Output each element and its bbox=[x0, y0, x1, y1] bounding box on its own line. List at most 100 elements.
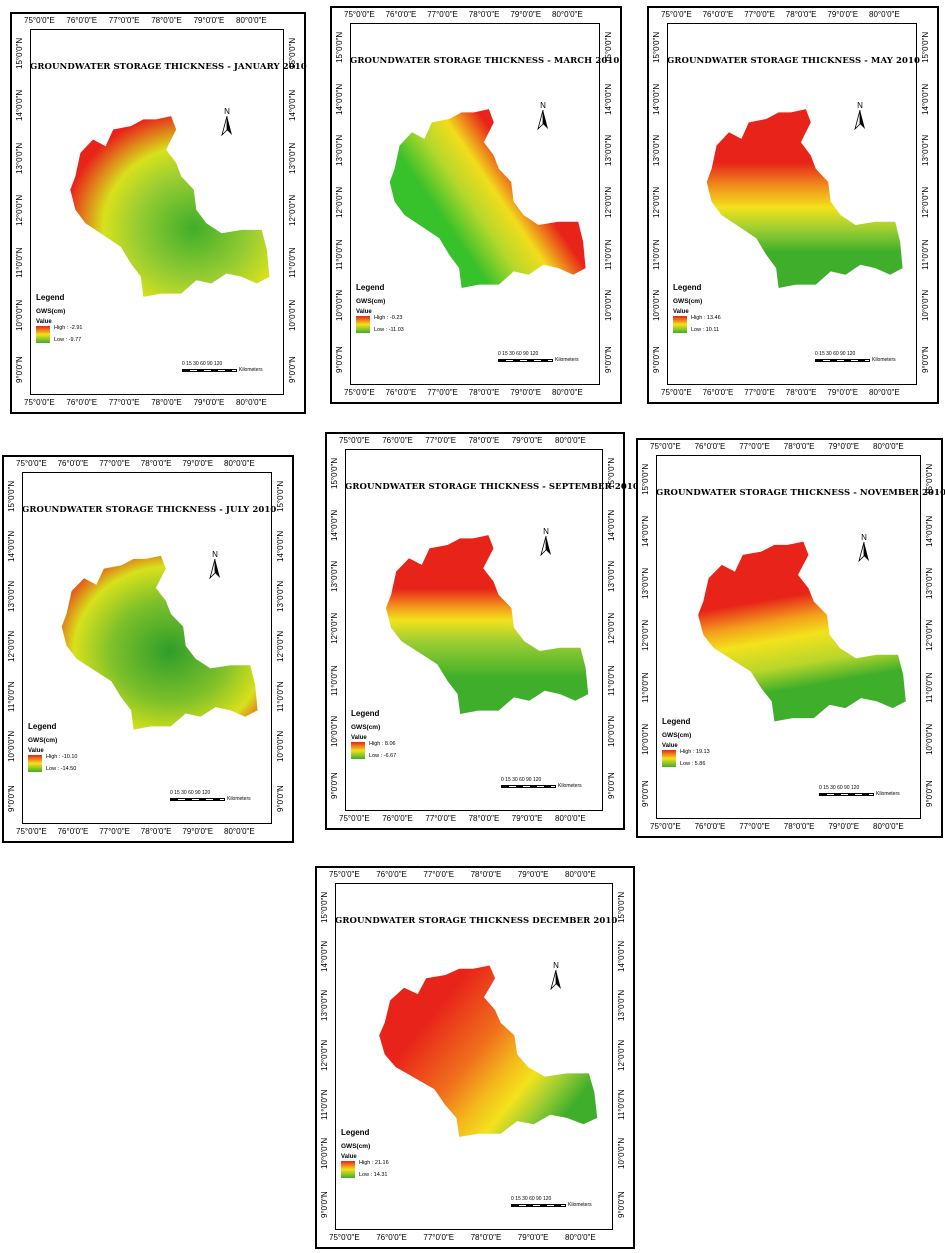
gws-thickness-surface bbox=[706, 109, 903, 288]
latitude-label: 13°0'0"N bbox=[921, 135, 930, 167]
latitude-label: 12°0'0"N bbox=[15, 194, 24, 226]
scale-bar: 0 15 30 60 90 120 Kilometers bbox=[501, 777, 582, 789]
latitude-label: 10°0'0"N bbox=[604, 290, 613, 322]
scale-bar-graphic bbox=[501, 785, 556, 788]
latitude-label: 11°0'0"N bbox=[288, 247, 297, 279]
latitude-label: 10°0'0"N bbox=[921, 290, 930, 322]
latitude-label: 11°0'0"N bbox=[335, 239, 344, 270]
latitude-label: 13°0'0"N bbox=[925, 567, 934, 599]
longitude-label: 79°0'0"E bbox=[511, 436, 543, 445]
scale-bar: 0 15 30 60 90 120 Kilometers bbox=[819, 785, 900, 797]
map-legend: Legend GWS(cm) Value High : 13.46 Low : 10.1… bbox=[673, 283, 721, 333]
longitude-label: 77°0'0"E bbox=[425, 436, 457, 445]
longitude-label: 78°0'0"E bbox=[783, 822, 815, 831]
latitude-label: 13°0'0"N bbox=[15, 142, 24, 174]
latitude-label: 9°0'0"N bbox=[320, 1191, 329, 1218]
longitude-label: 79°0'0"E bbox=[511, 814, 543, 823]
latitude-label: 14°0'0"N bbox=[604, 83, 613, 115]
longitude-label: 79°0'0"E bbox=[193, 16, 225, 25]
longitude-label: 78°0'0"E bbox=[470, 870, 502, 879]
map-title: GROUNDWATER STORAGE THICKNESS - NOVEMBER… bbox=[656, 488, 945, 498]
latitude-label: 12°0'0"N bbox=[330, 612, 339, 644]
latitude-label: 9°0'0"N bbox=[641, 780, 650, 807]
scale-bar: 0 15 30 60 90 120 Kilometers bbox=[498, 351, 579, 363]
latitude-label: 9°0'0"N bbox=[276, 785, 285, 812]
latitude-label: 15°0'0"N bbox=[617, 891, 626, 923]
latitude-label: 12°0'0"N bbox=[607, 612, 616, 644]
north-label: N bbox=[540, 101, 546, 110]
legend-unit: GWS(cm) bbox=[351, 724, 381, 731]
latitude-label: 12°0'0"N bbox=[604, 186, 613, 218]
longitude-label: 78°0'0"E bbox=[151, 16, 182, 25]
north-arrow-icon: N bbox=[208, 550, 222, 579]
legend-unit: GWS(cm) bbox=[28, 737, 58, 744]
longitude-label: 80°0'0"E bbox=[873, 442, 904, 451]
north-arrow-icon: N bbox=[536, 101, 550, 130]
latitude-label: 13°0'0"N bbox=[276, 580, 285, 612]
latitude-label: 12°0'0"N bbox=[641, 619, 650, 651]
longitude-label: 80°0'0"E bbox=[565, 1233, 596, 1242]
latitude-label: 10°0'0"N bbox=[15, 299, 24, 331]
latitude-label: 15°0'0"N bbox=[320, 891, 329, 923]
map-legend: Legend GWS(cm) Value High : 19.13 Low : 5.86 bbox=[662, 717, 710, 767]
map-title: GROUNDWATER STORAGE THICKNESS - MAY 2010 bbox=[667, 56, 920, 66]
latitude-label: 10°0'0"N bbox=[288, 299, 297, 331]
latitude-label: 11°0'0"N bbox=[15, 247, 24, 279]
study-area-region bbox=[706, 109, 903, 288]
latitude-label: 9°0'0"N bbox=[604, 346, 613, 373]
longitude-label: 80°0'0"E bbox=[555, 436, 586, 445]
longitude-label: 79°0'0"E bbox=[828, 822, 860, 831]
longitude-label: 78°0'0"E bbox=[140, 459, 172, 468]
latitude-label: 13°0'0"N bbox=[652, 135, 661, 167]
latitude-label: 9°0'0"N bbox=[617, 1191, 626, 1218]
scale-bar-graphic bbox=[815, 359, 870, 362]
latitude-label: 13°0'0"N bbox=[617, 990, 626, 1022]
longitude-label: 77°0'0"E bbox=[423, 1233, 455, 1242]
legend-color-ramp bbox=[662, 750, 676, 767]
longitude-label: 77°0'0"E bbox=[108, 398, 140, 407]
legend-high: High : 13.46 bbox=[691, 315, 721, 321]
scale-unit: Kilometers bbox=[555, 357, 579, 363]
north-arrow-icon: N bbox=[853, 101, 867, 130]
gws-thickness-surface bbox=[389, 109, 586, 288]
longitude-label: 76°0'0"E bbox=[694, 822, 726, 831]
map-panel-december: 75°0'0"E 75°0'0"E 76°0'0"E 76°0'0"E 77°0'0"E… bbox=[315, 866, 635, 1249]
scale-bar-graphic bbox=[182, 369, 237, 372]
legend-low: Low : 5.86 bbox=[680, 761, 706, 767]
longitude-label: 80°0'0"E bbox=[869, 388, 900, 397]
scale-bar-graphic bbox=[170, 798, 225, 801]
latitude-label: 10°0'0"N bbox=[652, 290, 661, 322]
longitude-label: 79°0'0"E bbox=[517, 1233, 549, 1242]
latitude-label: 14°0'0"N bbox=[7, 530, 16, 562]
latitude-label: 12°0'0"N bbox=[617, 1039, 626, 1071]
longitude-label: 76°0'0"E bbox=[702, 388, 734, 397]
longitude-label: 78°0'0"E bbox=[468, 388, 500, 397]
study-area-region bbox=[70, 116, 270, 297]
longitude-label: 76°0'0"E bbox=[66, 16, 98, 25]
longitude-label: 79°0'0"E bbox=[510, 388, 542, 397]
longitude-label: 75°0'0"E bbox=[339, 814, 370, 823]
gws-thickness-surface bbox=[70, 116, 270, 297]
longitude-label: 76°0'0"E bbox=[376, 870, 407, 879]
latitude-label: 9°0'0"N bbox=[921, 346, 930, 373]
longitude-label: 76°0'0"E bbox=[694, 442, 726, 451]
scale-ticks: 0 15 30 60 90 120 bbox=[815, 351, 856, 357]
longitude-label: 78°0'0"E bbox=[470, 1233, 502, 1242]
longitude-label: 77°0'0"E bbox=[99, 827, 130, 836]
study-area-region bbox=[698, 541, 906, 722]
map-panel-september: 75°0'0"E 75°0'0"E 76°0'0"E 76°0'0"E 77°0'0"E… bbox=[325, 432, 639, 830]
legend-color-ramp bbox=[36, 326, 50, 343]
legend-unit: GWS(cm) bbox=[341, 1143, 371, 1150]
longitude-label: 79°0'0"E bbox=[182, 459, 214, 468]
longitude-label: 75°0'0"E bbox=[329, 870, 360, 879]
legend-value-label: Value bbox=[673, 309, 689, 315]
latitude-label: 14°0'0"N bbox=[15, 90, 24, 122]
map-title: GROUNDWATER STORAGE THICKNESS - JULY 201… bbox=[22, 505, 277, 515]
latitude-label: 12°0'0"N bbox=[7, 630, 16, 662]
longitude-label: 75°0'0"E bbox=[650, 442, 681, 451]
longitude-label: 77°0'0"E bbox=[425, 814, 457, 823]
latitude-label: 13°0'0"N bbox=[607, 561, 616, 593]
map-title: GROUNDWATER STORAGE THICKNESS DECEMBER 2… bbox=[335, 916, 618, 926]
legend-high: High : 19.13 bbox=[680, 749, 710, 755]
latitude-label: 11°0'0"N bbox=[921, 239, 930, 270]
